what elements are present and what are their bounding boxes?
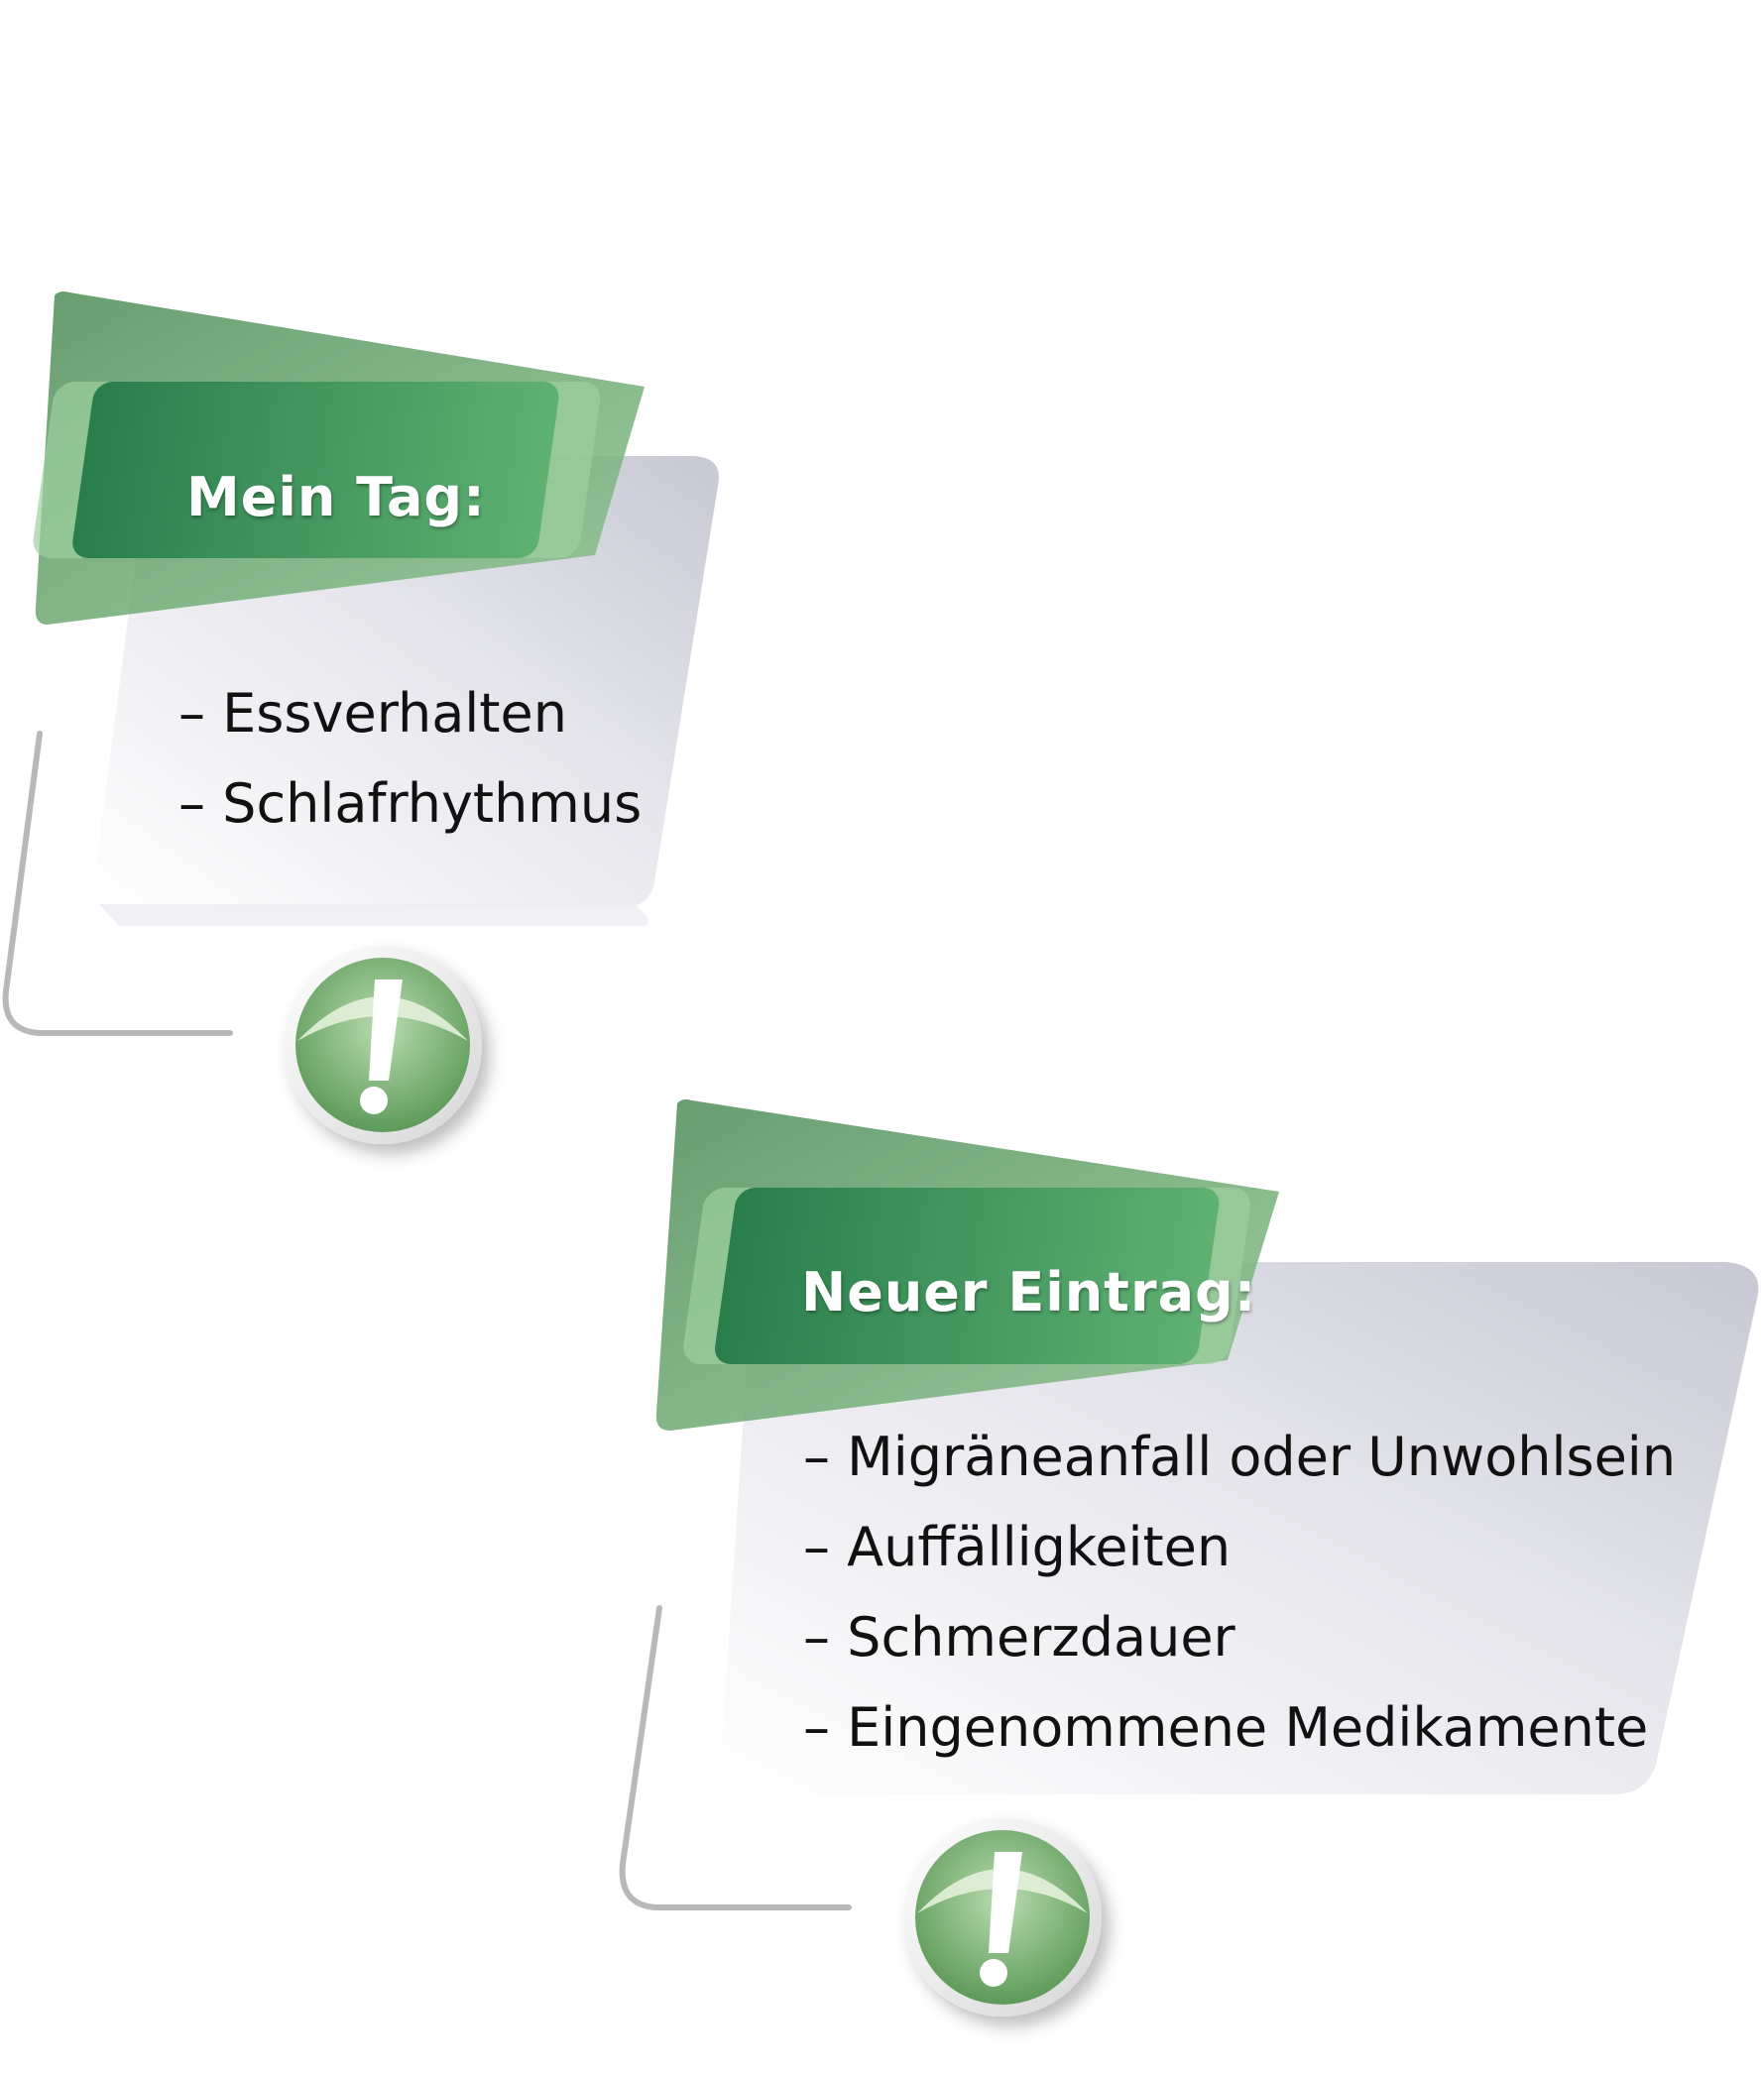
- list-item: Schmerzdauer: [803, 1592, 1676, 1682]
- card-2-title: Neuer Eintrag:: [801, 1261, 1257, 1324]
- card-2-connector: [619, 1605, 852, 1910]
- exclamation-icon: [989, 1852, 1022, 1953]
- card-2-items: Migräneanfall oder Unwohlsein Auffälligk…: [803, 1412, 1676, 1773]
- card-1-button[interactable]: [284, 946, 482, 1144]
- card-1-connector: [2, 731, 233, 1036]
- card-1-bar: [72, 382, 559, 558]
- list-item: Migräneanfall oder Unwohlsein: [803, 1412, 1676, 1502]
- card-1-items: Essverhalten Schlafrhythmus: [178, 668, 642, 849]
- exclamation-dot: [360, 1087, 388, 1114]
- list-item: Eingenommene Medikamente: [803, 1682, 1676, 1773]
- list-item: Auffälligkeiten: [803, 1502, 1676, 1592]
- card-1-panel-edge: [99, 904, 648, 926]
- list-item: Schlafrhythmus: [178, 758, 642, 849]
- exclamation-icon: [369, 979, 403, 1081]
- card-2-button[interactable]: [903, 1818, 1102, 2016]
- card-2-bar: [714, 1188, 1220, 1364]
- card-1-title: Mein Tag:: [186, 466, 486, 528]
- exclamation-dot: [980, 1959, 1007, 1987]
- list-item: Essverhalten: [178, 668, 642, 758]
